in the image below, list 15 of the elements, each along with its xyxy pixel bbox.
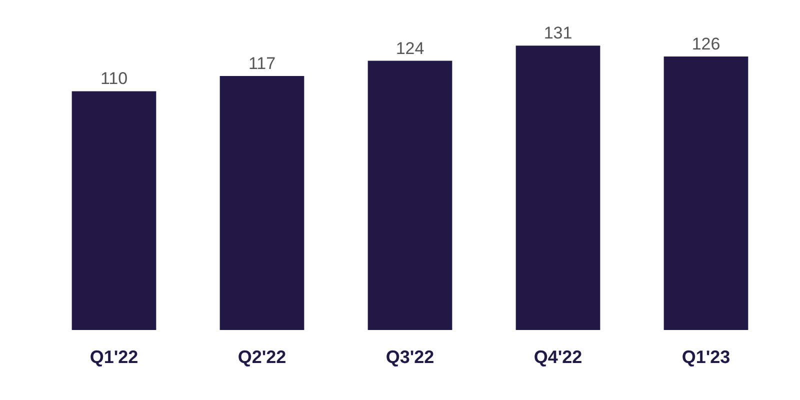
bar xyxy=(220,76,304,330)
data-label: 126 xyxy=(692,34,720,54)
bar xyxy=(516,46,600,330)
bar xyxy=(368,60,452,330)
x-tick-label: Q3'22 xyxy=(386,347,434,367)
x-tick-label: Q2'22 xyxy=(238,347,286,367)
x-tick-label: Q1'23 xyxy=(682,347,730,367)
x-tick-label: Q4'22 xyxy=(534,347,582,367)
bar xyxy=(72,91,156,330)
data-label: 110 xyxy=(100,69,128,88)
data-label: 117 xyxy=(248,54,276,73)
data-label: 131 xyxy=(544,24,572,43)
bar xyxy=(664,56,748,330)
data-label: 124 xyxy=(396,38,424,58)
x-tick-label: Q1'22 xyxy=(90,347,138,367)
